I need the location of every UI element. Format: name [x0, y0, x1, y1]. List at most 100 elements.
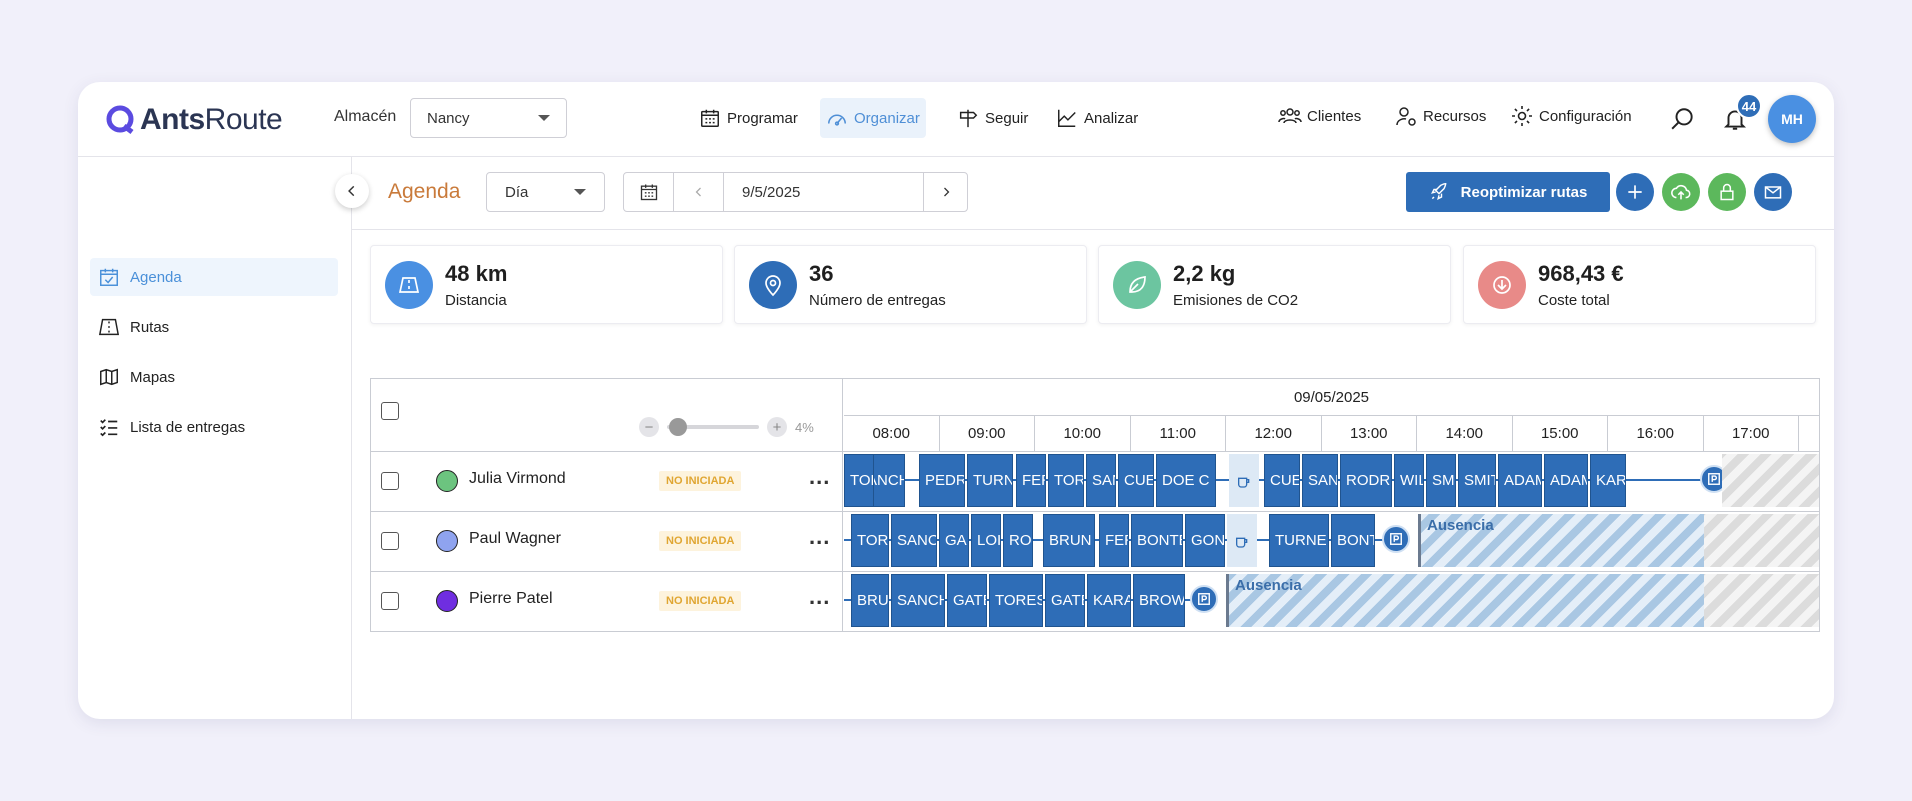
task-block[interactable]: ADAM [1498, 454, 1542, 507]
task-block[interactable]: RODR [1340, 454, 1392, 507]
next-date-button[interactable] [924, 173, 967, 211]
row-checkbox[interactable] [381, 592, 399, 610]
status-badge: NO INICIADA [659, 531, 742, 551]
users-icon [1278, 108, 1302, 124]
task-block[interactable]: TURNE [1269, 514, 1329, 567]
cloud-upload-icon [1671, 184, 1691, 200]
nav-seguir[interactable]: Seguir [951, 98, 1034, 138]
nav-clientes[interactable]: Clientes [1278, 104, 1361, 128]
search-button[interactable] [1670, 106, 1696, 137]
reoptimize-button[interactable]: Reoptimizar rutas [1406, 172, 1610, 212]
task-block[interactable]: SANC [1302, 454, 1338, 507]
nav-analizar[interactable]: Analizar [1050, 98, 1144, 138]
warehouse-label: Almacén [334, 108, 397, 125]
task-block[interactable]: BONTE [1131, 514, 1183, 567]
break-block [1229, 454, 1259, 507]
resource-name[interactable]: Paul Wagner [469, 530, 561, 547]
task-block[interactable]: TOR [1048, 454, 1084, 507]
parking-marker[interactable] [1190, 585, 1218, 613]
location-pin-icon [749, 261, 797, 309]
lock-button[interactable] [1708, 173, 1746, 211]
task-block[interactable]: FER [1016, 454, 1046, 507]
gear-icon [1512, 106, 1532, 126]
break-block [1227, 514, 1257, 567]
task-block[interactable]: TOR [851, 514, 889, 567]
task-block[interactable]: SANCH [891, 574, 945, 627]
absence-block: Ausencia [1226, 574, 1704, 627]
parking-marker[interactable] [1382, 525, 1410, 553]
resource-name[interactable]: Pierre Patel [469, 590, 553, 607]
task-block[interactable]: BONT [1331, 514, 1375, 567]
sidebar-item-mapas[interactable]: Mapas [90, 358, 338, 396]
view-select[interactable]: Día [486, 172, 605, 212]
off-hours-block [1704, 514, 1819, 567]
task-block[interactable]: BROW [1133, 574, 1185, 627]
road-icon [385, 261, 433, 309]
task-block[interactable]: GATE [1045, 574, 1085, 627]
page-title: Agenda [388, 180, 461, 203]
hour-label: 12:00 [1226, 415, 1322, 451]
notification-badge: 44 [1736, 93, 1762, 119]
task-block[interactable]: DOE C [1156, 454, 1216, 507]
sidebar-item-lista-entregas[interactable]: Lista de entregas [90, 408, 338, 446]
task-block[interactable]: BRUN [1043, 514, 1095, 567]
task-block[interactable]: WIL [1394, 454, 1424, 507]
task-block[interactable]: GAI [939, 514, 969, 567]
task-block[interactable]: PEDR [919, 454, 965, 507]
email-button[interactable] [1754, 173, 1792, 211]
select-all-checkbox[interactable] [381, 402, 399, 420]
task-block[interactable]: ADAM [1544, 454, 1588, 507]
warehouse-select[interactable]: Nancy [410, 98, 567, 138]
task-block[interactable]: LOI [971, 514, 1001, 567]
nav-configuracion[interactable]: Configuración [1510, 104, 1632, 128]
more-options-button[interactable]: ... [809, 464, 831, 489]
task-block[interactable]: TORES [989, 574, 1043, 627]
logo[interactable]: AntsRoute [104, 100, 283, 140]
collapse-sidebar-button[interactable] [335, 174, 369, 208]
nav-recursos[interactable]: Recursos [1394, 104, 1486, 128]
task-block[interactable]: CUE [1264, 454, 1300, 507]
task-block[interactable]: TURN [967, 454, 1013, 507]
kpi-card-deliveries: 36 Número de entregas [734, 245, 1087, 324]
task-block[interactable]: SMIT [1458, 454, 1496, 507]
task-block[interactable]: FER [1099, 514, 1129, 567]
date-input[interactable]: 9/5/2025 [724, 173, 924, 211]
task-block[interactable]: GATE [947, 574, 987, 627]
task-block[interactable]: KARA [1087, 574, 1131, 627]
task-block[interactable]: CUE [1118, 454, 1154, 507]
zoom-out-button[interactable]: − [639, 417, 659, 437]
more-options-button[interactable]: ... [809, 584, 831, 609]
hour-label: 11:00 [1131, 415, 1226, 451]
nav-programar[interactable]: Programar [693, 98, 804, 138]
zoom-in-button[interactable]: + [767, 417, 787, 437]
more-options-button[interactable]: ... [809, 524, 831, 549]
task-block[interactable]: SAN [1086, 454, 1116, 507]
task-block[interactable]: GON [1185, 514, 1225, 567]
task-block[interactable]: SANC [891, 514, 937, 567]
avatar[interactable]: MH [1768, 95, 1816, 143]
row-checkbox[interactable] [381, 472, 399, 490]
kpi-label: Emisiones de CO2 [1173, 292, 1299, 309]
sidebar-item-rutas[interactable]: Rutas [90, 308, 338, 346]
resource-name[interactable]: Julia Virmond [469, 470, 566, 487]
timeline: 09/05/2025 08:00 09:00 10:00 11:00 12:00 13:0… [844, 379, 1819, 631]
kpi-card-co2: 2,2 kg Emisiones de CO2 [1098, 245, 1451, 324]
sidebar-item-agenda[interactable]: Agenda [90, 258, 338, 296]
rocket-icon [1430, 182, 1447, 200]
nav-organizar[interactable]: Organizar [820, 98, 926, 138]
prev-date-button[interactable] [674, 173, 724, 211]
chevron-left-icon [695, 187, 701, 197]
task-block[interactable]: SM [1426, 454, 1456, 507]
task-block[interactable]: KAR [1590, 454, 1626, 507]
row-checkbox[interactable] [381, 532, 399, 550]
upload-cloud-button[interactable] [1662, 173, 1700, 211]
zoom-slider-thumb[interactable] [669, 418, 687, 436]
task-block[interactable]: TOR [844, 454, 874, 507]
task-block[interactable]: BRU [851, 574, 889, 627]
calendar-button[interactable] [624, 173, 674, 211]
hour-label: 15:00 [1513, 415, 1608, 451]
task-block[interactable]: ROI [1003, 514, 1033, 567]
status-badge: NO INICIADA [659, 471, 742, 491]
zoom-slider[interactable] [667, 418, 759, 436]
add-button[interactable] [1616, 173, 1654, 211]
